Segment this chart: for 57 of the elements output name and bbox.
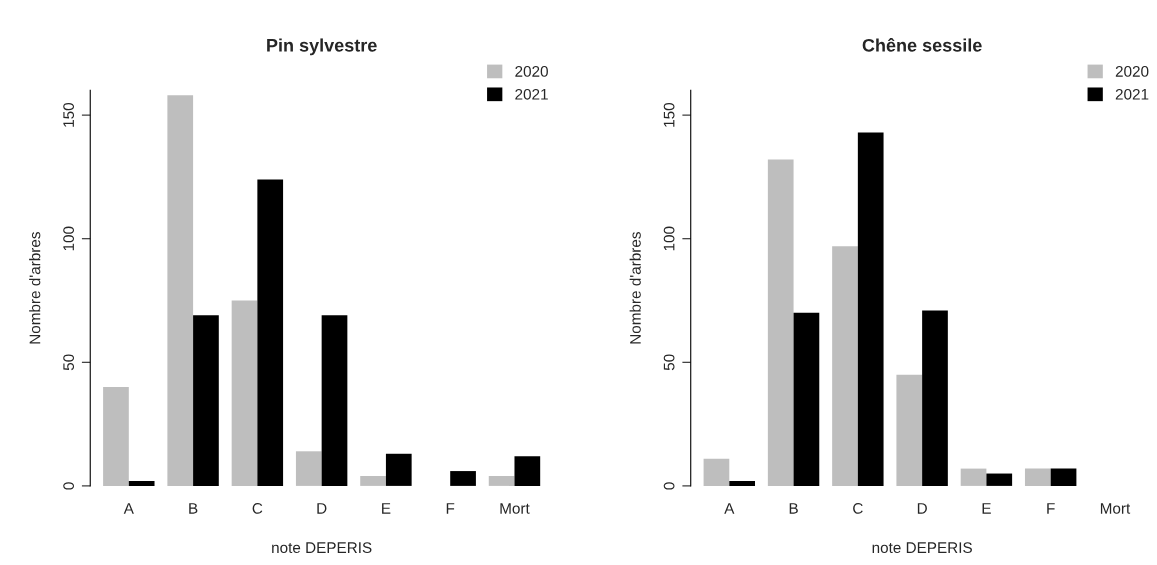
- x-axis-title: note DEPERIS: [872, 542, 972, 554]
- bar: [793, 312, 820, 486]
- x-tick-label: Mort: [500, 503, 530, 514]
- y-tick-label: 100: [63, 226, 75, 251]
- y-axis-title: Nombre d'arbres: [29, 232, 41, 344]
- x-tick-label: D: [917, 503, 927, 514]
- bar: [729, 480, 756, 486]
- x-tick-label: A: [123, 503, 134, 514]
- y-tick-label: 150: [63, 102, 75, 127]
- bar: [1024, 468, 1051, 486]
- y-tick-label: 0: [63, 482, 75, 490]
- bar: [360, 476, 386, 486]
- chart-title: Chêne sessile: [862, 38, 982, 52]
- bar: [295, 451, 322, 486]
- bar: [257, 179, 284, 486]
- bar: [703, 458, 730, 486]
- bar: [514, 456, 541, 486]
- bar: [896, 374, 923, 486]
- y-axis-title: Nombre d'arbres: [629, 232, 641, 344]
- y-tick-label: 50: [63, 354, 75, 371]
- legend-label: 2020: [515, 66, 548, 77]
- x-tick-label: C: [252, 502, 263, 514]
- bar: [103, 387, 129, 486]
- legend-label: 2020: [1115, 66, 1149, 77]
- x-tick-label: Mort: [1100, 503, 1131, 514]
- x-tick-label: F: [446, 503, 455, 514]
- y-tick-label: 0: [663, 482, 675, 490]
- x-tick-label: D: [317, 503, 327, 514]
- bar: [832, 246, 858, 486]
- bar: [857, 132, 884, 486]
- bar: [167, 95, 194, 486]
- y-tick-label: 150: [663, 102, 675, 127]
- x-tick-label: E: [382, 503, 391, 514]
- x-axis-title: note DEPERIS: [272, 542, 372, 554]
- x-tick-label: B: [789, 503, 798, 514]
- bar: [385, 453, 412, 486]
- bar: [986, 473, 1013, 486]
- bar: [767, 159, 794, 486]
- bar: [1050, 468, 1077, 486]
- legend-label: 2021: [1115, 88, 1149, 100]
- bar: [488, 476, 515, 486]
- y-tick-label: 100: [663, 226, 675, 251]
- chart-title: Pin sylvestre: [267, 38, 377, 56]
- legend-label: 2021: [515, 88, 548, 100]
- x-tick-label: C: [853, 502, 863, 514]
- x-tick-label: F: [1047, 503, 1055, 514]
- y-tick-label: 50: [663, 354, 675, 371]
- bar: [922, 310, 948, 486]
- bar: [231, 300, 258, 486]
- bar: [450, 471, 476, 486]
- bar: [193, 315, 219, 486]
- bar: [321, 315, 348, 486]
- bar: [960, 468, 987, 486]
- x-tick-label: B: [189, 503, 198, 514]
- bar: [128, 480, 155, 486]
- x-tick-label: A: [724, 503, 735, 514]
- x-tick-label: E: [982, 503, 991, 514]
